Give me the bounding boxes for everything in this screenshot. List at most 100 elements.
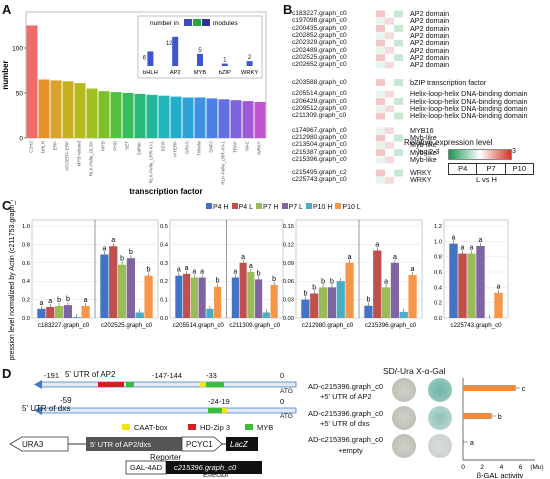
c-group-label: c211309.graph_c0 (229, 322, 280, 329)
c-group-label: c215396.graph_c0 (365, 322, 417, 329)
c-sig-letter: b (366, 297, 370, 304)
a-inset-legend-swatch (202, 19, 210, 26)
c-bar (345, 262, 354, 318)
colony-ura-2 (392, 406, 416, 430)
a-bar (122, 93, 134, 138)
c-sig-letter: a (84, 297, 88, 304)
b-domain-label: WRKY (410, 168, 432, 178)
c-bar (46, 306, 55, 318)
b-heat-cell (394, 105, 403, 113)
d-xtick-label: (Mu) (530, 464, 543, 471)
a-inset-bar (221, 63, 228, 66)
d-bar (463, 385, 516, 391)
lacz-box (226, 437, 258, 451)
a-bar (134, 93, 146, 138)
media-header: SD/-Ura X-α-Gal (383, 366, 446, 376)
c-legend-item: P4 H (206, 203, 229, 211)
c-bar (327, 287, 337, 318)
a-inset-value: 5 (198, 48, 202, 54)
c-ytick-label: 0.03 (283, 298, 294, 304)
utr-insert-label: 5' UTR of AP2/dxs (90, 440, 152, 449)
a-inset-bar (172, 36, 179, 66)
c-group-label: c202525.graph_c0 (101, 322, 153, 329)
reporter-label: Reporter (150, 453, 182, 462)
atg-dxs: ATG (280, 413, 293, 420)
d-xtick-label: 6 (519, 464, 523, 471)
c-group-label: c225743.graph_c0 (450, 322, 502, 329)
ap2-utr-arrowhead (34, 380, 42, 389)
c-bar (117, 264, 127, 318)
a-bar (26, 25, 38, 138)
a-inset-bar (147, 51, 154, 66)
a-xtick-label: RLK-Pelle_LRR-XII-1 (221, 141, 226, 185)
b-heat-cell (385, 61, 394, 69)
c-bar (72, 317, 81, 318)
b-gene-label: c202525.graph_c0 (292, 53, 347, 61)
c-ytick-label: 1.0 (434, 239, 442, 245)
b-heat-cell (394, 156, 403, 164)
c-sig-letter: a (233, 269, 237, 276)
d-bar (463, 413, 492, 419)
a-xtick-label: NAC (245, 140, 250, 150)
b-heat-cell (385, 156, 394, 164)
b-gene-label: c202489.graph_c0 (292, 46, 347, 54)
c-legend-swatch (335, 203, 342, 209)
b-domain-label: WRKY (410, 175, 432, 185)
d-sig-letter: c (522, 386, 526, 393)
c-ytick-label: 0.6 (434, 270, 442, 276)
c-sig-letter: b (312, 284, 316, 291)
a-xtick-label: PHD (113, 140, 118, 150)
utr-insert-box (86, 437, 182, 451)
a-ytick-label: 0 (19, 136, 23, 143)
b-heat-cell (394, 47, 403, 54)
c-ytick-label: 0.8 (434, 255, 442, 261)
d-xtick-label: 2 (480, 464, 484, 471)
c-bar (175, 275, 183, 318)
legend-hdzip-swatch (188, 424, 196, 430)
b-heat-cell (394, 90, 403, 98)
c-sig-letter: a (411, 266, 415, 273)
b-gene-label: c202652.graph_c0 (292, 61, 347, 69)
dxs-pos-59-wrap: -59 (60, 396, 72, 405)
b-gene-label: c183227.graph_c0 (292, 10, 347, 17)
a-bar (110, 92, 122, 138)
a-ylabel: number (1, 60, 10, 89)
a-bar (242, 101, 254, 138)
ura3-label: URA3 (22, 440, 44, 449)
b-heat-cell (376, 105, 385, 113)
pcyc1-box (181, 436, 223, 452)
caat-box-ap2 (200, 382, 206, 387)
c-ytick-label: 1.0 (22, 224, 30, 230)
c-ytick-label: 0.4 (434, 285, 443, 291)
dxs-pos-24-19: -24-19 (208, 397, 230, 406)
b-domain-label: AP2 domain (410, 23, 450, 33)
c-bar (190, 277, 198, 318)
c-group-label: c183227.graph_c0 (38, 322, 90, 329)
c-sig-letter: b (66, 296, 70, 303)
b-gene-label: c206429.graph_c0 (292, 97, 347, 105)
b-domain-label: Myb-like (410, 155, 437, 164)
c-sig-letter: a (470, 245, 474, 252)
a-bar (86, 88, 98, 138)
c-bar (144, 275, 153, 318)
b-domain-label: AP2 domain (410, 16, 450, 26)
b-gene-label: c225743.graph_c0 (292, 176, 347, 184)
ap2-pos-144: -144 (167, 371, 183, 380)
d-xtick-label: 4 (500, 464, 504, 471)
c-ytick-label: 0.15 (283, 224, 294, 230)
a-xtick-label: SET (125, 141, 130, 150)
b-domain-label: AP2 domain (410, 30, 450, 40)
b-heat-cell (385, 10, 394, 18)
a-inset-bar (246, 61, 253, 66)
cond1-ad: AD-c215396.graph_c0 (308, 382, 384, 391)
c-sig-letter: b (120, 256, 124, 263)
b-heat-cell (376, 10, 385, 18)
b-heat-cell (376, 90, 385, 98)
a-ytick-label: 100 (12, 46, 23, 53)
c-bar (262, 312, 270, 318)
b-heat-cell (394, 10, 403, 18)
c-bar (494, 292, 503, 318)
c-legend-label: P4 H (213, 204, 229, 211)
c-sig-letter: a (384, 278, 388, 285)
c-ytick-label: 0.6 (22, 261, 30, 267)
